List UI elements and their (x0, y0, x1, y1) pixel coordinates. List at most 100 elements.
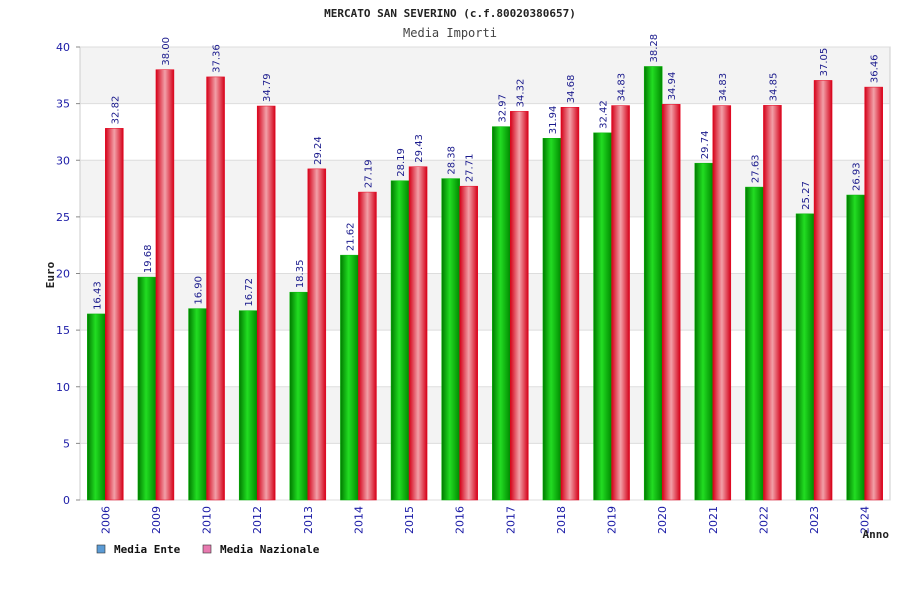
data-label-media-ente-2010: 16.90 (194, 276, 205, 305)
bar-media-ente-2014 (340, 254, 359, 501)
bar-media-ente-2015 (390, 180, 410, 501)
x-tick-label: 2022 (757, 506, 770, 534)
x-tick-label: 2014 (352, 506, 365, 534)
data-label-media-nazionale-2016: 27.71 (465, 154, 476, 183)
data-label-media-ente-2024: 26.93 (852, 162, 863, 191)
bar-media-nazionale-2016 (459, 185, 478, 501)
y-axis-ticks: 0 5 10 15 20 25 30 35 40 (56, 41, 70, 507)
data-label-media-ente-2014: 21.62 (345, 223, 356, 252)
y-tick-label: 25 (56, 211, 70, 224)
bar-media-ente-2018 (542, 138, 562, 501)
bar-media-ente-2019 (593, 132, 612, 501)
x-tick-label: 2017 (504, 506, 517, 534)
data-label-media-nazionale-2019: 34.83 (617, 73, 628, 102)
data-label-media-ente-2006: 16.43 (92, 281, 103, 310)
data-label-media-ente-2012: 16.72 (244, 278, 255, 307)
data-label-media-nazionale-2020: 34.94 (667, 72, 678, 101)
bar-media-nazionale-2015 (408, 166, 428, 501)
y-tick-label: 40 (56, 41, 70, 54)
bar-media-nazionale-2009 (155, 69, 175, 501)
data-label-media-ente-2016: 28.38 (447, 146, 458, 175)
data-label-media-ente-2023: 25.27 (801, 181, 812, 210)
data-label-media-ente-2013: 18.35 (295, 260, 306, 289)
data-label-media-nazionale-2006: 32.82 (110, 96, 121, 125)
data-label-media-ente-2018: 31.94 (548, 106, 559, 135)
bar-media-ente-2017 (492, 126, 511, 501)
bar-media-nazionale-2014 (358, 191, 377, 501)
x-axis-title: Anno (863, 528, 890, 541)
bar-media-ente-2023 (795, 213, 815, 501)
x-tick-label: 2010 (201, 506, 214, 534)
bar-media-nazionale-2023 (813, 80, 833, 501)
legend-swatch-media-ente (96, 544, 106, 554)
bar-media-nazionale-2018 (560, 106, 580, 501)
data-label-media-nazionale-2024: 36.46 (870, 54, 881, 83)
y-tick-label: 0 (63, 494, 70, 507)
x-tick-label: 2024 (859, 506, 872, 534)
y-tick-label: 35 (56, 98, 70, 111)
data-label-media-nazionale-2023: 37.05 (819, 48, 830, 77)
data-label-media-nazionale-2010: 37.36 (212, 44, 223, 73)
bar-media-ente-2020 (643, 66, 663, 501)
x-tick-label: 2016 (454, 506, 467, 534)
bar-media-nazionale-2012 (256, 105, 276, 501)
x-tick-label: 2006 (99, 506, 112, 534)
y-tick-label: 30 (56, 154, 70, 167)
bar-media-nazionale-2022 (763, 105, 782, 501)
y-axis-title: Euro (44, 261, 57, 288)
data-label-media-nazionale-2013: 29.24 (313, 136, 324, 165)
data-label-media-nazionale-2022: 34.85 (768, 73, 779, 102)
bar-media-ente-2021 (694, 162, 714, 501)
chart-title: MERCATO SAN SEVERINO (c.f.80020380657) (324, 7, 576, 20)
data-label-media-ente-2009: 19.68 (143, 244, 154, 273)
bar-media-nazionale-2006 (105, 128, 124, 501)
y-tick-label: 20 (56, 268, 70, 281)
x-tick-label: 2013 (302, 506, 315, 534)
bar-media-ente-2012 (238, 310, 258, 501)
data-label-media-nazionale-2017: 34.32 (515, 79, 526, 108)
bar-media-nazionale-2010 (206, 76, 225, 501)
data-label-media-ente-2017: 32.97 (497, 94, 508, 123)
data-label-media-ente-2015: 28.19 (396, 148, 407, 177)
x-tick-label: 2012 (251, 506, 264, 534)
data-label-media-nazionale-2014: 27.19 (363, 159, 374, 188)
x-tick-label: 2023 (808, 506, 821, 534)
bar-media-nazionale-2013 (307, 168, 327, 501)
data-label-media-ente-2021: 29.74 (700, 131, 711, 160)
x-tick-label: 2015 (403, 506, 416, 534)
bars (87, 66, 883, 501)
bar-media-ente-2009 (137, 276, 157, 501)
bar-media-ente-2013 (289, 291, 309, 501)
x-axis-ticks: 2006 2009 2010 2012 2013 2014 2015 2016 2017 2018… (99, 506, 871, 534)
bar-media-nazionale-2019 (611, 105, 630, 501)
legend-swatch-media-nazionale (202, 544, 212, 554)
data-labels: 16.43 32.82 19.68 38.00 16.90 37.36 16.72 34.79… (92, 34, 880, 310)
bar-media-ente-2022 (745, 186, 764, 501)
bar-media-nazionale-2024 (864, 86, 883, 501)
data-label-media-ente-2020: 38.28 (649, 34, 660, 63)
data-label-media-nazionale-2018: 34.68 (566, 75, 577, 104)
bar-media-nazionale-2017 (510, 111, 529, 501)
x-tick-label: 2020 (656, 506, 669, 534)
legend-label-media-ente: Media Ente (114, 543, 181, 556)
y-tick-label: 5 (63, 437, 70, 450)
y-tick-label: 10 (56, 381, 70, 394)
y-tick-label: 15 (56, 324, 70, 337)
bar-media-ente-2016 (441, 178, 460, 501)
data-label-media-nazionale-2012: 34.79 (262, 73, 273, 102)
chart-subtitle: Media Importi (403, 26, 497, 40)
data-label-media-nazionale-2009: 38.00 (161, 37, 172, 66)
data-label-media-ente-2022: 27.63 (750, 154, 761, 183)
x-tick-label: 2018 (555, 506, 568, 534)
data-label-media-ente-2019: 32.42 (599, 100, 610, 129)
legend-label-media-nazionale: Media Nazionale (220, 543, 320, 556)
data-label-media-nazionale-2021: 34.83 (718, 73, 729, 102)
bar-media-ente-2006 (87, 313, 106, 501)
legend: Media Ente Media Nazionale (96, 543, 320, 556)
bar-media-nazionale-2020 (661, 104, 681, 501)
bar-media-ente-2024 (846, 194, 865, 501)
x-tick-label: 2019 (606, 506, 619, 534)
x-tick-label: 2009 (150, 506, 163, 534)
bar-media-ente-2010 (188, 308, 207, 501)
